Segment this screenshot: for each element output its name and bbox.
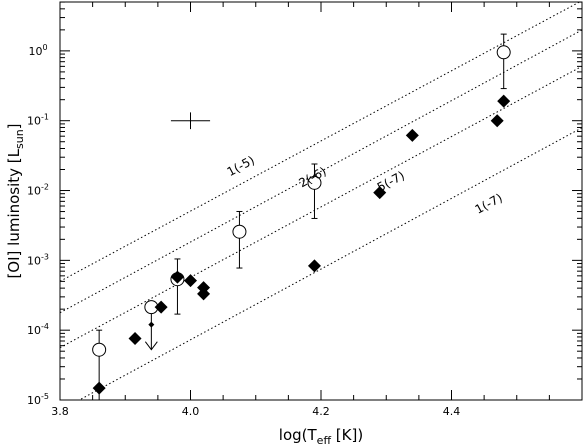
open-circle-point-0: [92, 342, 107, 357]
filled-diamond-point-0: [92, 381, 106, 395]
y-tick-power-5: 0: [42, 43, 47, 52]
open-circle-point-3: [232, 224, 247, 239]
y-tick-label-0: 10-5: [27, 392, 49, 407]
x-tick-label-3: 4.4: [443, 405, 461, 418]
y-axis-label-sub: sun: [13, 129, 26, 149]
y-tick-base-1: 10: [27, 324, 41, 337]
y-tick-base-2: 10: [27, 254, 41, 267]
reference-line-1: [60, 2, 581, 282]
y-tick-label-5: 100: [28, 43, 47, 58]
y-tick-base-0: 10: [27, 394, 41, 407]
x-axis-label-sub: eff: [317, 434, 332, 447]
x-tick-label-2: 4.2: [312, 405, 330, 418]
x-tick-label-0: 3.8: [51, 405, 69, 418]
y-axis-label-main: [OI] luminosity [L: [5, 148, 23, 278]
x-axis-label-tail: [K]): [331, 426, 363, 444]
filled-diamond-point-2: [154, 300, 168, 314]
filled-diamond-point-7: [307, 259, 321, 273]
reference-line-4: [78, 127, 582, 400]
reference-line-label-4: 1(-7): [473, 191, 505, 217]
filled-diamond-point-9: [405, 128, 419, 142]
y-tick-base-4: 10: [27, 115, 41, 128]
x-axis-label-main: log(T: [279, 426, 318, 444]
filled-diamond-point-1: [128, 332, 142, 346]
reference-line-label-1: 1(-5): [225, 153, 257, 179]
filled-diamond-point-11: [497, 94, 511, 108]
filled-diamond-point-4: [184, 274, 197, 288]
y-tick-base-3: 10: [27, 185, 41, 198]
y-tick-label-4: 10-1: [27, 113, 49, 128]
error-bars: [96, 33, 507, 401]
reference-line-3: [60, 65, 582, 349]
axis-labels: log(Teff [K]) [OI] luminosity [Lsun] 1(-…: [5, 123, 505, 447]
filled-diamond-point-3: [170, 270, 184, 284]
x-axis-label: log(Teff [K]): [279, 426, 363, 447]
y-tick-base-5: 10: [28, 45, 42, 58]
y-tick-power-2: -3: [41, 252, 49, 261]
filled-diamond-point-6: [197, 287, 211, 301]
x-tick-label-1: 4.0: [182, 405, 200, 418]
small-diamond-point: [148, 321, 155, 328]
reference-line-2: [60, 29, 582, 314]
y-tick-power-4: -1: [41, 113, 49, 122]
y-tick-power-3: -2: [41, 183, 49, 192]
y-tick-power-0: -5: [41, 392, 49, 401]
data-markers: [92, 45, 511, 395]
y-axis-label-tail: ]: [5, 123, 23, 129]
y-tick-label-3: 10-2: [27, 183, 49, 198]
y-tick-label-1: 10-4: [27, 322, 49, 337]
reference-line-label-3: 5(-7): [375, 168, 407, 194]
open-circle-point-4: [307, 175, 322, 190]
filled-diamond-point-10: [490, 114, 504, 128]
filled-diamond-point-8: [373, 186, 387, 200]
y-axis-label: [OI] luminosity [Lsun]: [5, 123, 26, 278]
open-circle-point-5: [496, 45, 511, 60]
y-tick-power-1: -4: [41, 322, 49, 331]
y-tick-label-2: 10-3: [27, 252, 49, 267]
upper-limit-arrowhead: [144, 341, 158, 351]
reference-lines: [60, 2, 582, 400]
